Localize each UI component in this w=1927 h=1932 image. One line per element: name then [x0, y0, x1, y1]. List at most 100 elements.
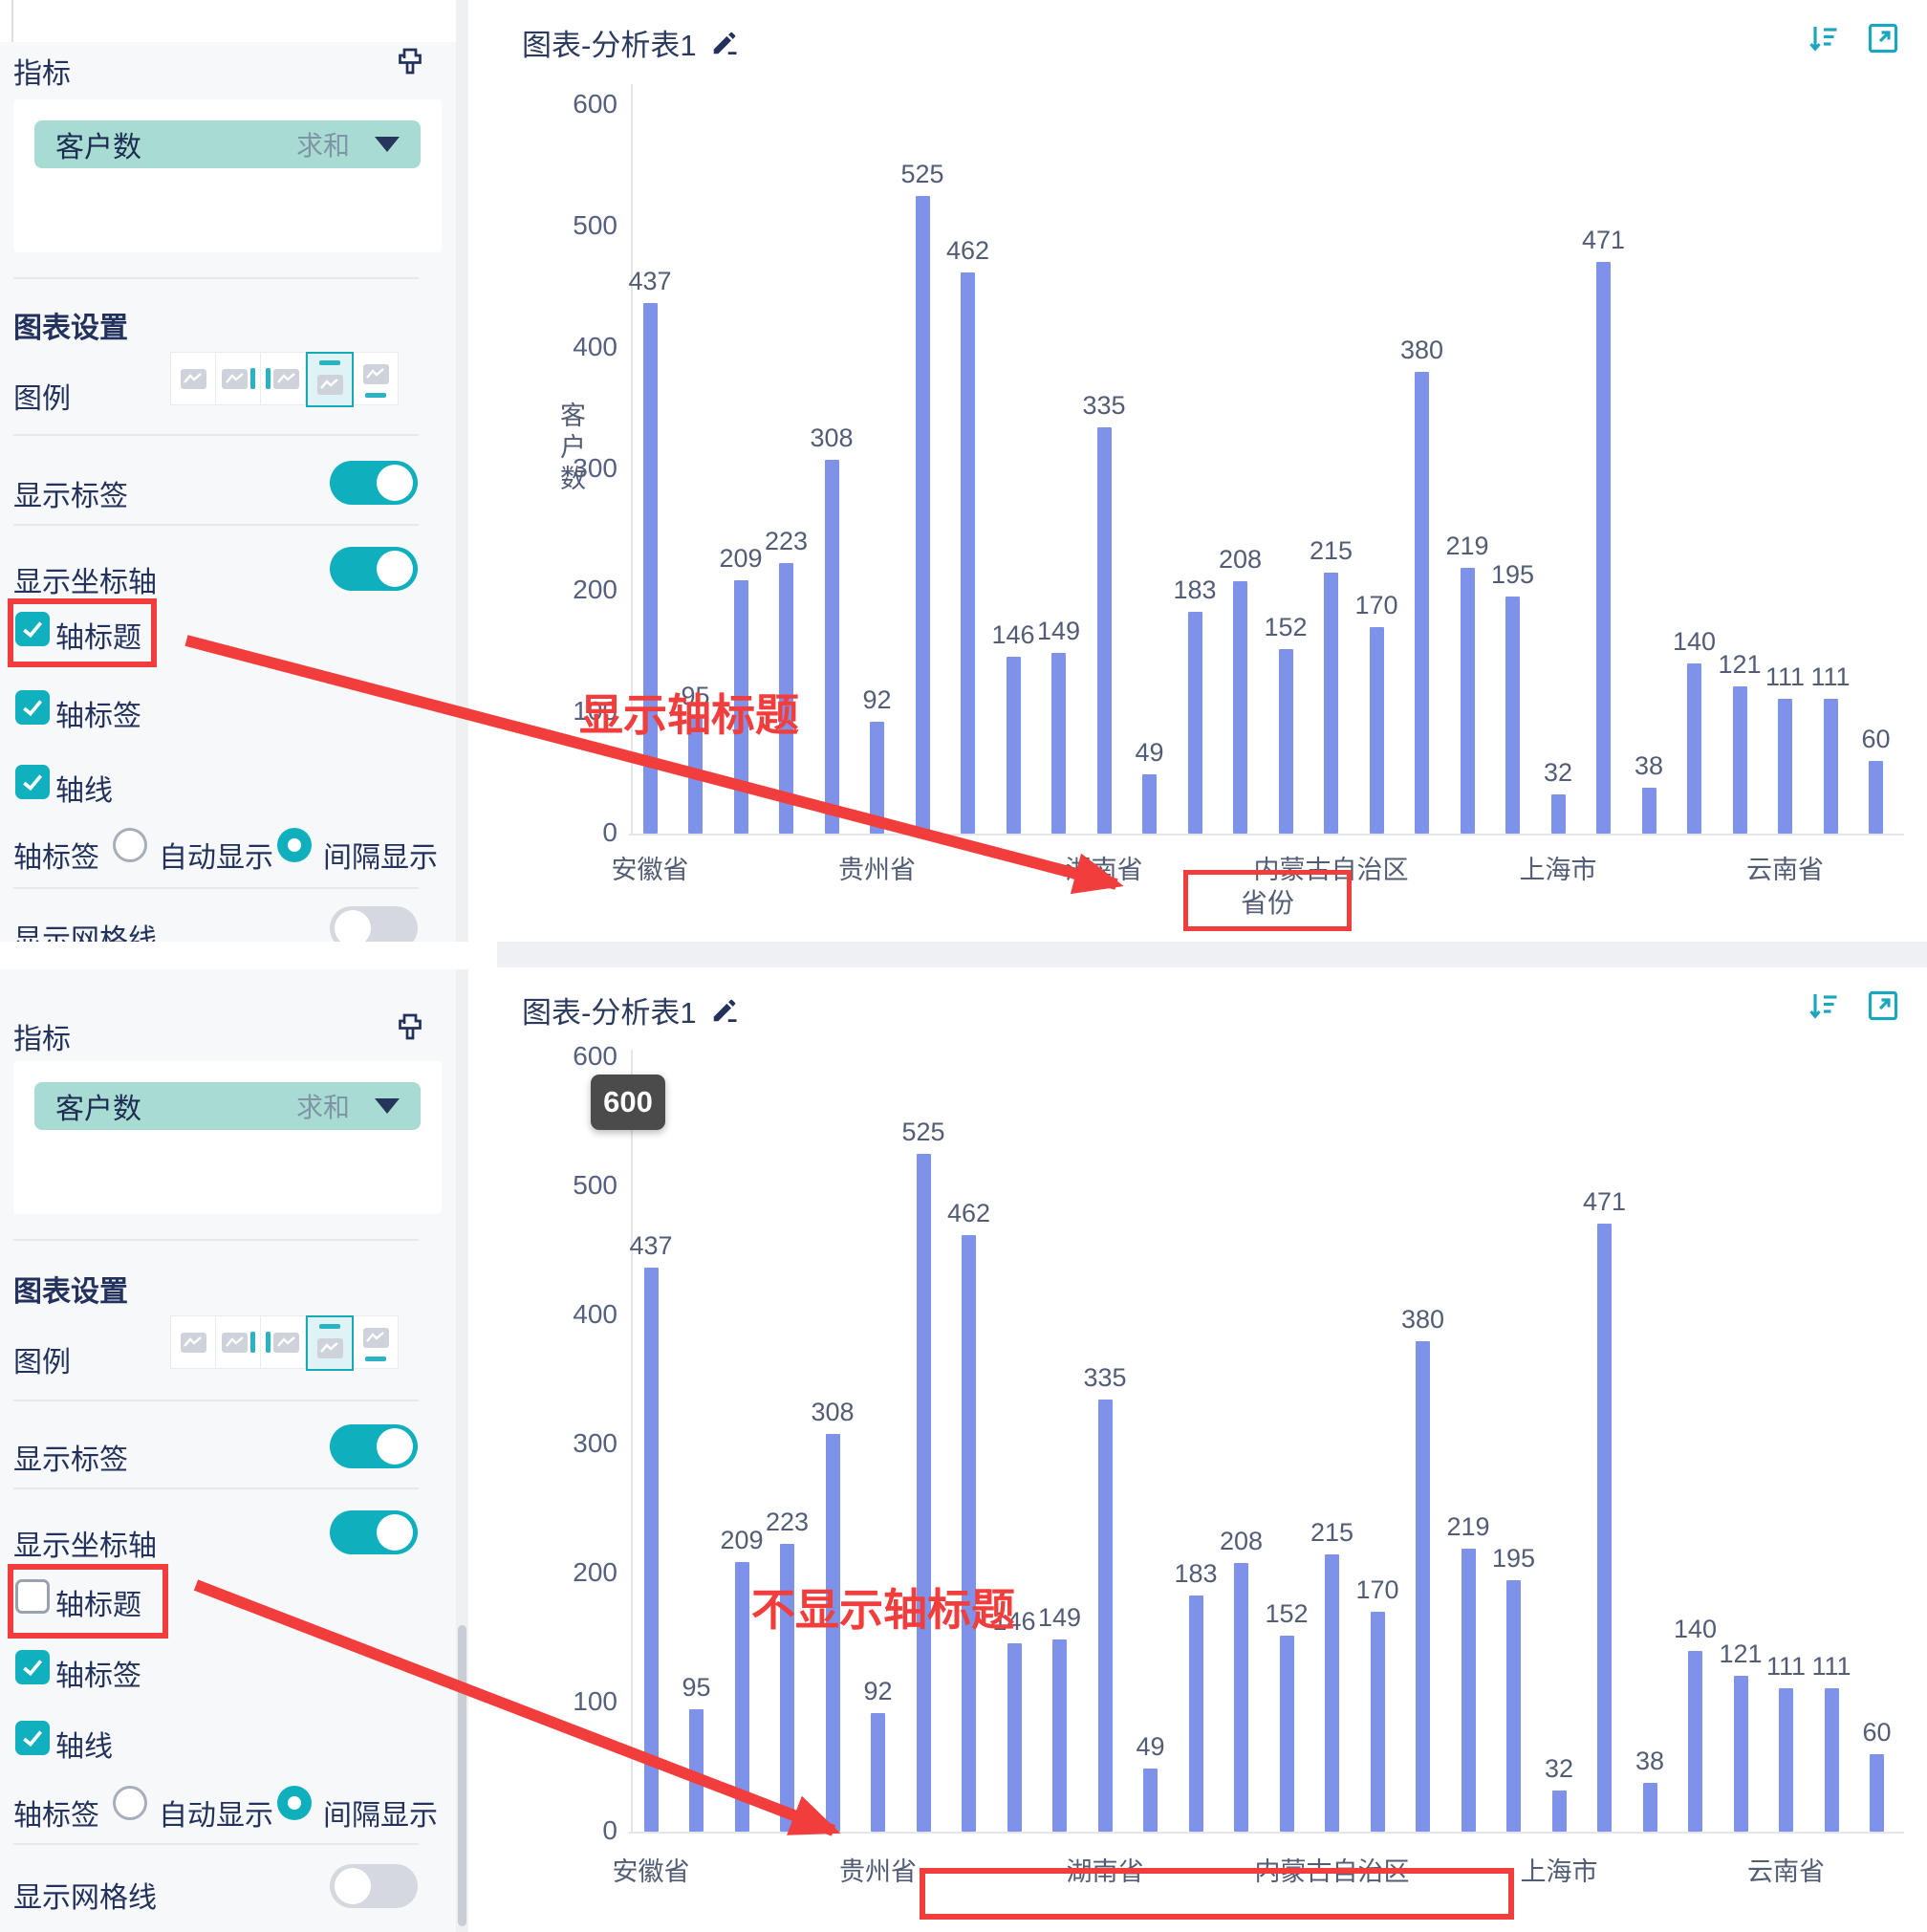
bar[interactable] [1551, 1791, 1567, 1832]
legend-top-icon[interactable] [306, 1315, 354, 1371]
bar[interactable] [1778, 699, 1792, 834]
legend-top-icon[interactable] [306, 352, 354, 407]
bar-value-label: 209 [720, 1526, 764, 1554]
bar[interactable] [871, 1713, 885, 1832]
bar[interactable] [1007, 1643, 1022, 1832]
show-axis-toggle[interactable] [330, 547, 418, 591]
bar[interactable] [1233, 581, 1247, 834]
axis-ticklabel-checkbox[interactable] [15, 690, 50, 725]
bar[interactable] [1505, 597, 1520, 834]
legend-none-icon[interactable] [170, 1315, 216, 1369]
bar[interactable] [689, 1709, 704, 1832]
bar[interactable] [779, 563, 793, 834]
bar[interactable] [1278, 649, 1293, 834]
bar[interactable] [1370, 1612, 1385, 1832]
y-tick-label: 100 [573, 1686, 617, 1716]
bar[interactable] [780, 1544, 794, 1832]
scrollbar-thumb[interactable] [458, 1625, 466, 1926]
bar[interactable] [962, 1235, 976, 1832]
y-tick-label: 400 [573, 332, 617, 361]
bar[interactable] [643, 1268, 659, 1832]
bar[interactable] [733, 580, 748, 834]
bar[interactable] [1097, 1400, 1113, 1832]
bar[interactable] [1687, 663, 1701, 834]
y-tick-label: 0 [602, 817, 617, 847]
settings-panel-2: 指标 客户数 求和 图表设置 图例 显示标签 显示坐标轴 轴标题 [0, 969, 456, 1932]
edit-pencil-icon[interactable] [710, 996, 739, 1025]
bar[interactable] [1641, 788, 1656, 834]
show-label-toggle[interactable] [330, 461, 418, 505]
bar[interactable] [1733, 1676, 1748, 1832]
legend-left-icon[interactable] [261, 1315, 306, 1369]
chevron-down-icon[interactable] [375, 137, 400, 152]
bar[interactable] [1779, 1688, 1793, 1832]
bar[interactable] [1461, 1549, 1476, 1832]
show-label-toggle[interactable] [330, 1424, 418, 1468]
bar[interactable] [1325, 1554, 1339, 1832]
bar[interactable] [1052, 1639, 1067, 1832]
bar[interactable] [1188, 1596, 1203, 1832]
chevron-down-icon[interactable] [375, 1098, 400, 1114]
bar[interactable] [1732, 686, 1747, 834]
bar[interactable] [915, 196, 930, 834]
bar[interactable] [1279, 1636, 1294, 1832]
bar[interactable] [1597, 1224, 1612, 1832]
legend-bottom-icon[interactable] [354, 352, 399, 405]
bar[interactable] [734, 1562, 749, 1832]
clear-format-icon[interactable] [393, 44, 427, 78]
bar[interactable] [1187, 612, 1202, 834]
bar[interactable] [824, 460, 839, 834]
sort-descending-icon[interactable] [1807, 21, 1841, 55]
bar[interactable] [1823, 699, 1838, 834]
legend-left-icon[interactable] [261, 352, 306, 405]
axis-title-checkbox[interactable] [15, 612, 50, 646]
show-grid-toggle[interactable] [330, 1864, 418, 1908]
bar[interactable] [1688, 1651, 1702, 1832]
axis-ticklabel-checkbox[interactable] [15, 1650, 50, 1684]
bar[interactable] [688, 718, 703, 834]
bar[interactable] [1369, 627, 1384, 834]
axis-line-checkbox[interactable] [15, 1721, 50, 1755]
chart-card-2: 图表-分析表1 0 100 200 300 400 500 600 437 95 209 223 30… [497, 967, 1927, 1932]
axis-title-checkbox[interactable] [15, 1579, 50, 1614]
metric-pill[interactable]: 客户数 求和 [34, 120, 421, 168]
bar[interactable] [1642, 1783, 1657, 1832]
metric-pill[interactable]: 客户数 求和 [34, 1082, 421, 1130]
bar[interactable] [1324, 573, 1338, 834]
bar[interactable] [1006, 657, 1021, 834]
bar[interactable] [1869, 761, 1883, 834]
bar[interactable] [916, 1154, 931, 1832]
expand-fullscreen-icon[interactable] [1866, 21, 1900, 55]
sort-descending-icon[interactable] [1807, 988, 1841, 1023]
legend-bottom-icon[interactable] [354, 1315, 399, 1369]
bar[interactable] [1096, 427, 1112, 834]
edit-pencil-icon[interactable] [710, 29, 739, 57]
bar[interactable] [1506, 1580, 1521, 1832]
bar[interactable] [1416, 1341, 1430, 1832]
bar[interactable] [1234, 1563, 1248, 1832]
bar[interactable] [1143, 1769, 1158, 1832]
bar[interactable] [825, 1434, 840, 1832]
bar[interactable] [870, 722, 884, 834]
tick-mode-interval-radio[interactable] [277, 1786, 312, 1820]
bar[interactable] [1596, 262, 1611, 834]
legend-none-icon[interactable] [170, 352, 216, 405]
bar[interactable] [1051, 653, 1066, 834]
expand-fullscreen-icon[interactable] [1866, 988, 1900, 1023]
bar[interactable] [1824, 1688, 1839, 1832]
bar[interactable] [1460, 568, 1475, 834]
tick-mode-interval-radio[interactable] [277, 828, 312, 862]
tick-mode-auto-radio[interactable] [113, 1786, 147, 1820]
legend-right-icon[interactable] [216, 352, 261, 405]
clear-format-icon[interactable] [393, 1009, 427, 1044]
bar[interactable] [1415, 372, 1429, 834]
bar[interactable] [1142, 774, 1157, 834]
legend-right-icon[interactable] [216, 1315, 261, 1369]
axis-line-checkbox[interactable] [15, 765, 50, 799]
show-axis-toggle[interactable] [330, 1510, 418, 1554]
bar[interactable] [961, 272, 975, 834]
bar[interactable] [642, 303, 658, 834]
bar[interactable] [1550, 794, 1566, 834]
tick-mode-auto-radio[interactable] [113, 828, 147, 862]
bar[interactable] [1870, 1754, 1884, 1832]
